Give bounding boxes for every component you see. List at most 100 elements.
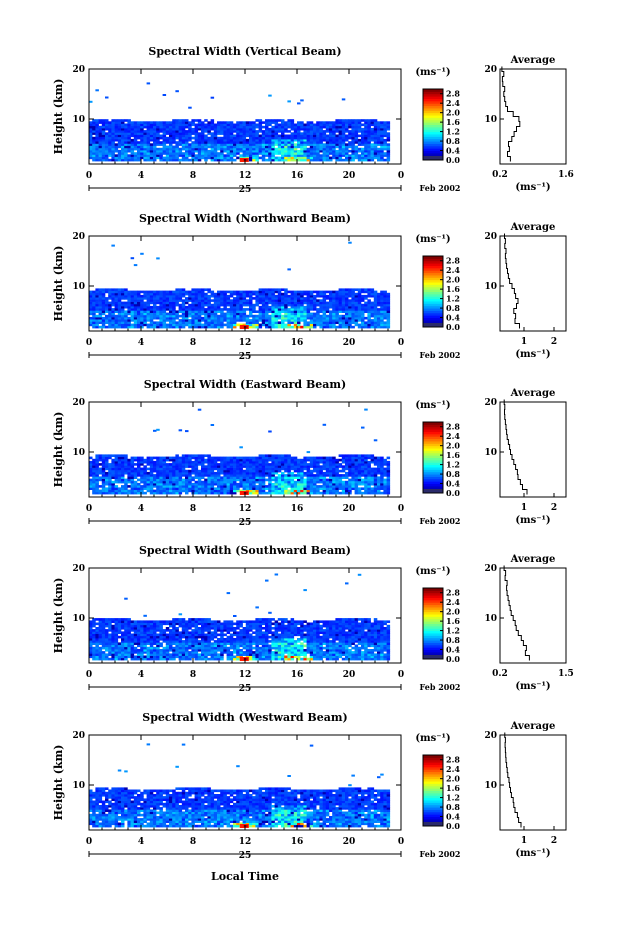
heatmap-cell	[149, 312, 154, 316]
heatmap-cell	[146, 316, 151, 320]
heatmap-cell	[146, 310, 151, 313]
heatmap-cell	[204, 294, 208, 298]
heatmap-cell	[293, 460, 298, 464]
heatmap-cell	[140, 130, 144, 133]
heatmap-cell	[233, 474, 237, 477]
heatmap-cell	[185, 482, 189, 486]
colorbar-tick-label: 2.8	[446, 256, 460, 266]
heatmap-cell	[284, 491, 288, 495]
heatmap-cell	[210, 463, 215, 466]
y-axis-label: Height (km)	[52, 412, 65, 488]
heatmap-cell	[165, 308, 170, 311]
heatmap-cell	[370, 323, 375, 327]
heatmap-cell	[252, 141, 256, 144]
heatmap-cell	[261, 310, 266, 313]
heatmap-cell	[252, 121, 256, 124]
heatmap-cell	[156, 130, 160, 133]
heatmap-cell	[309, 125, 314, 129]
heatmap-cell	[175, 314, 179, 318]
heatmap-cell	[309, 476, 314, 479]
heatmap-cell	[156, 132, 160, 135]
heatmap-cell	[201, 480, 205, 484]
heatmap-cell	[319, 480, 323, 484]
heatmap-cell	[316, 143, 320, 146]
heatmap-cell	[277, 458, 282, 462]
heatmap-cell	[242, 482, 247, 486]
heatmap-cell	[101, 130, 106, 133]
heatmap-cell	[226, 487, 231, 490]
heatmap-cell	[197, 145, 202, 149]
heatmap-cell	[297, 305, 301, 309]
heatmap-cell	[201, 454, 205, 457]
heatmap-cell	[271, 288, 275, 291]
heatmap-cell	[207, 485, 211, 488]
heatmap-cell	[383, 134, 387, 138]
heatmap-cell	[127, 460, 131, 464]
heatmap-cell	[201, 460, 205, 464]
heatmap-cell	[249, 476, 253, 479]
heatmap-cell	[178, 489, 183, 493]
heatmap-cell	[377, 476, 381, 479]
heatmap-cell	[108, 469, 112, 473]
heatmap-cell	[178, 294, 183, 298]
heatmap-cell	[140, 474, 144, 477]
heatmap-cell	[261, 480, 266, 484]
heatmap-cell	[380, 480, 384, 484]
heatmap-cell	[325, 156, 330, 160]
heatmap-cell	[95, 297, 99, 300]
colorbar-segment	[423, 289, 443, 292]
heatmap-cell	[165, 491, 170, 495]
heatmap-cell	[252, 480, 256, 484]
heatmap-cell	[188, 290, 192, 294]
heatmap-cell	[367, 119, 371, 122]
heatmap-cell	[271, 474, 275, 477]
heatmap-cell	[367, 463, 371, 466]
heatmap-cell	[236, 312, 240, 316]
heatmap-cell	[111, 310, 115, 313]
heatmap-cell	[274, 141, 279, 144]
heatmap-cell	[130, 132, 135, 135]
heatmap-cell	[172, 314, 176, 318]
heatmap-cell	[325, 310, 330, 313]
heatmap-cell	[367, 132, 371, 135]
heatmap-cell	[185, 478, 189, 482]
heatmap-cell	[297, 301, 301, 305]
heatmap-cell	[245, 487, 250, 490]
heatmap-cell	[284, 127, 288, 131]
heatmap-cell	[89, 463, 93, 466]
heatmap-cell	[332, 290, 336, 294]
heatmap-cell	[121, 294, 125, 298]
heatmap-cell	[143, 474, 147, 477]
heatmap-cell	[361, 491, 365, 495]
heatmap-cell	[175, 154, 179, 157]
heatmap-cell	[341, 292, 346, 296]
heatmap-cell	[377, 463, 381, 466]
heatmap-cell	[303, 489, 307, 493]
heatmap-cell	[268, 141, 272, 144]
heatmap-cell	[165, 463, 170, 466]
heatmap-cell	[380, 316, 384, 320]
colorbar-tick-label: 1.6	[446, 284, 460, 294]
heatmap-cell	[169, 301, 173, 305]
heatmap-cell	[162, 458, 167, 462]
heatmap-cell	[258, 489, 263, 493]
heatmap-cell	[178, 458, 183, 462]
heatmap-cell	[316, 469, 320, 473]
heatmap-cell	[124, 297, 128, 300]
heatmap-cell	[271, 299, 275, 302]
heatmap-cell	[146, 456, 151, 460]
heatmap-cell	[165, 323, 170, 327]
heatmap-cell	[329, 485, 333, 488]
heatmap-cell	[332, 299, 336, 302]
heatmap-cell	[162, 471, 167, 475]
heatmap-cell	[281, 463, 285, 466]
heatmap-cell	[124, 325, 128, 329]
heatmap-cell	[268, 134, 272, 138]
heatmap-cell	[284, 312, 288, 316]
heatmap-cell	[178, 491, 183, 495]
heatmap-cell	[153, 314, 157, 318]
heatmap-cell	[383, 312, 387, 316]
heatmap-cell	[108, 132, 112, 135]
heatmap-cell	[303, 491, 307, 495]
heatmap-cell	[364, 487, 368, 490]
